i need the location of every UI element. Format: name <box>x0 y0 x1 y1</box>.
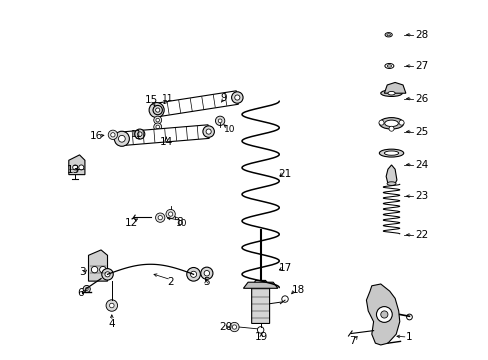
Text: 5: 5 <box>203 277 209 287</box>
Circle shape <box>105 272 110 277</box>
Text: 19: 19 <box>254 332 267 342</box>
Circle shape <box>109 303 114 308</box>
Polygon shape <box>121 125 209 145</box>
Text: 10: 10 <box>223 125 235 134</box>
Text: 26: 26 <box>414 94 427 104</box>
Text: 14: 14 <box>160 138 173 147</box>
Text: 27: 27 <box>414 61 427 71</box>
Circle shape <box>229 322 239 332</box>
Text: 22: 22 <box>414 230 427 240</box>
Circle shape <box>100 266 106 273</box>
Circle shape <box>201 267 212 279</box>
Circle shape <box>158 216 162 220</box>
Circle shape <box>168 212 172 216</box>
Circle shape <box>203 126 214 137</box>
Circle shape <box>153 107 160 113</box>
Text: 3: 3 <box>79 267 85 277</box>
Circle shape <box>106 300 117 311</box>
Ellipse shape <box>387 91 394 95</box>
Circle shape <box>156 118 159 122</box>
Text: 24: 24 <box>414 159 427 170</box>
Polygon shape <box>69 155 85 175</box>
Circle shape <box>218 119 222 123</box>
Ellipse shape <box>384 33 391 37</box>
Text: 2: 2 <box>167 277 174 287</box>
Polygon shape <box>243 282 277 288</box>
Text: 15: 15 <box>144 95 158 105</box>
Circle shape <box>110 133 115 137</box>
Text: 11: 11 <box>162 94 173 103</box>
Circle shape <box>388 126 393 131</box>
Circle shape <box>378 120 383 125</box>
Circle shape <box>91 266 98 273</box>
Text: 17: 17 <box>278 263 291 273</box>
Circle shape <box>232 325 236 329</box>
Circle shape <box>83 285 90 293</box>
Circle shape <box>165 210 175 219</box>
Circle shape <box>205 129 211 134</box>
Text: 12: 12 <box>124 218 138 228</box>
Ellipse shape <box>386 34 389 36</box>
Polygon shape <box>366 284 399 345</box>
Circle shape <box>153 123 162 131</box>
Ellipse shape <box>384 151 398 155</box>
Circle shape <box>73 165 78 170</box>
Ellipse shape <box>384 120 398 127</box>
Circle shape <box>215 116 224 126</box>
Circle shape <box>398 120 403 125</box>
Text: 4: 4 <box>108 319 115 329</box>
Text: 9: 9 <box>220 93 226 103</box>
Circle shape <box>406 314 411 320</box>
Text: 28: 28 <box>414 30 427 40</box>
Circle shape <box>102 269 113 280</box>
Text: 13: 13 <box>67 165 80 175</box>
Circle shape <box>203 270 209 276</box>
Text: 7: 7 <box>348 336 355 346</box>
Text: 6: 6 <box>77 288 83 298</box>
Text: 11: 11 <box>131 130 142 139</box>
Text: 25: 25 <box>414 127 427 136</box>
Circle shape <box>114 131 129 146</box>
Ellipse shape <box>386 65 391 67</box>
Polygon shape <box>251 280 269 323</box>
Circle shape <box>231 92 243 103</box>
Text: 10: 10 <box>176 219 187 228</box>
Circle shape <box>156 125 159 129</box>
Circle shape <box>376 307 391 322</box>
Circle shape <box>153 116 162 124</box>
Polygon shape <box>384 82 405 93</box>
Circle shape <box>155 108 160 112</box>
Circle shape <box>186 267 200 281</box>
Ellipse shape <box>380 90 402 96</box>
Ellipse shape <box>379 149 403 157</box>
Circle shape <box>190 271 196 278</box>
Text: 1: 1 <box>406 332 412 342</box>
Text: 21: 21 <box>278 168 291 179</box>
Circle shape <box>137 132 142 136</box>
Text: 16: 16 <box>90 131 103 141</box>
Circle shape <box>155 213 164 222</box>
Circle shape <box>149 103 164 118</box>
Circle shape <box>257 327 264 333</box>
Ellipse shape <box>386 182 395 185</box>
Ellipse shape <box>384 63 393 68</box>
Circle shape <box>85 288 88 291</box>
Circle shape <box>135 129 144 139</box>
Polygon shape <box>88 250 107 281</box>
Text: 23: 23 <box>414 191 427 201</box>
Ellipse shape <box>379 118 403 129</box>
Polygon shape <box>386 165 396 184</box>
Circle shape <box>281 296 287 302</box>
Text: 18: 18 <box>291 285 305 296</box>
Circle shape <box>234 95 240 100</box>
Circle shape <box>79 165 83 170</box>
Circle shape <box>118 135 125 142</box>
Circle shape <box>153 105 162 115</box>
Circle shape <box>108 130 117 139</box>
Polygon shape <box>155 91 238 117</box>
Text: 20: 20 <box>219 322 232 332</box>
Circle shape <box>380 311 387 318</box>
Text: 8: 8 <box>176 217 182 227</box>
